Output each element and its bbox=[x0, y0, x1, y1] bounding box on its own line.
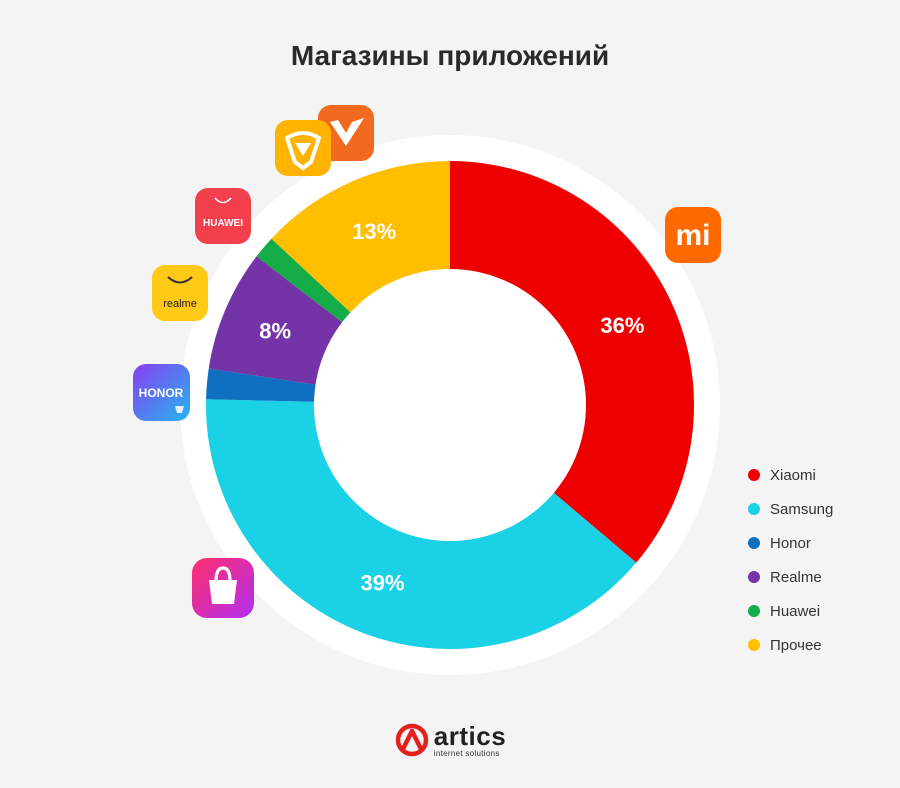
legend-swatch bbox=[748, 537, 760, 549]
huawei-appgallery-icon: HUAWEI bbox=[195, 188, 251, 244]
legend-label: Samsung bbox=[770, 500, 834, 518]
donut-hole bbox=[314, 269, 586, 541]
legend-swatch bbox=[748, 503, 760, 515]
legend-swatch bbox=[748, 571, 760, 583]
artics-logo-tagline: internet solutions bbox=[433, 748, 500, 758]
legend-swatch bbox=[748, 605, 760, 617]
realme-app-market-icon: realme bbox=[152, 265, 208, 321]
legend-label: Realme bbox=[770, 568, 822, 586]
legend-label: Huawei bbox=[770, 602, 821, 620]
chart-legend: Xiaomi Samsung Honor Realme Huawei Прочее bbox=[748, 458, 833, 662]
legend-item: Realme bbox=[748, 560, 833, 594]
legend-item: Xiaomi bbox=[748, 458, 833, 492]
honor-app-market-icon: HONOR bbox=[133, 364, 190, 421]
galaxy-store-bag-icon bbox=[192, 558, 254, 618]
artics-logo-name: artics bbox=[433, 720, 507, 751]
data-label-xiaomi: 36% bbox=[600, 313, 644, 338]
xiaomi-store-icon: mi bbox=[665, 207, 721, 263]
legend-item: Huawei bbox=[748, 594, 833, 628]
legend-label: Прочее bbox=[770, 636, 822, 654]
data-label-realme: 8% bbox=[259, 319, 291, 344]
store-shield-icon bbox=[275, 120, 331, 176]
svg-text:mi: mi bbox=[675, 219, 710, 252]
legend-swatch bbox=[748, 469, 760, 481]
svg-text:HUAWEI: HUAWEI bbox=[203, 218, 243, 229]
legend-label: Honor bbox=[770, 534, 811, 552]
getapps-icon bbox=[318, 105, 374, 161]
legend-item: Honor bbox=[748, 526, 833, 560]
chart-data-labels: 36% 39% 8% 13% bbox=[259, 219, 644, 596]
data-label-samsung: 39% bbox=[360, 571, 404, 596]
svg-text:realme: realme bbox=[163, 298, 197, 310]
svg-text:HONOR: HONOR bbox=[139, 386, 184, 400]
data-label-прочее: 13% bbox=[352, 219, 396, 244]
legend-swatch bbox=[748, 639, 760, 651]
legend-item: Прочее bbox=[748, 628, 833, 662]
chart-title: Магазины приложений bbox=[290, 40, 610, 71]
legend-item: Samsung bbox=[748, 492, 833, 526]
artics-logo-mark bbox=[395, 723, 429, 757]
artics-logo: artics internet solutions bbox=[0, 722, 900, 758]
legend-label: Xiaomi bbox=[770, 466, 816, 484]
